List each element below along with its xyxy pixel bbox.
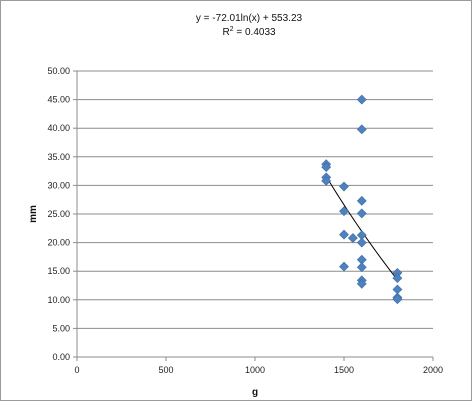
y-tick-label: 20.00 — [47, 238, 70, 248]
data-point — [356, 195, 367, 206]
data-point — [356, 237, 367, 248]
data-point — [356, 208, 367, 219]
y-tick-label: 35.00 — [47, 152, 70, 162]
data-point — [392, 294, 403, 305]
data-points — [321, 94, 403, 305]
data-point — [321, 162, 332, 173]
data-point — [339, 261, 349, 272]
y-axis-title: mm — [28, 205, 39, 223]
axes — [73, 70, 434, 361]
x-axis-title: g — [252, 387, 258, 398]
x-tick-label: 2000 — [423, 365, 443, 375]
x-tick-label: 1500 — [334, 365, 354, 375]
x-tick-label: 1000 — [245, 365, 265, 375]
data-point — [339, 229, 349, 240]
data-point — [339, 181, 349, 192]
data-point — [356, 94, 367, 105]
y-tick-label: 50.00 — [47, 66, 70, 76]
y-tick-label: 10.00 — [47, 295, 70, 305]
gridlines — [77, 70, 433, 329]
data-point — [339, 206, 349, 217]
x-tick-label: 0 — [74, 365, 79, 375]
y-tick-label: 45.00 — [47, 95, 70, 105]
y-tick-label: 5.00 — [52, 323, 70, 333]
y-tick-label: 15.00 — [47, 266, 70, 276]
x-tick-label: 500 — [158, 365, 173, 375]
y-tick-label: 25.00 — [47, 209, 70, 219]
data-point — [392, 273, 403, 283]
y-tick-label: 30.00 — [47, 180, 70, 190]
r-squared-value: = 0.4033 — [234, 27, 276, 38]
y-tick-label: 40.00 — [47, 123, 70, 133]
r-squared-prefix: R — [222, 27, 229, 38]
data-point — [356, 124, 367, 135]
r-squared-label: R2 = 0.4033 — [222, 26, 276, 38]
r-squared-exponent: 2 — [230, 26, 234, 33]
data-point — [321, 175, 332, 186]
y-tick-label: 0.00 — [52, 352, 70, 362]
data-point — [356, 262, 367, 273]
tick-labels: 0.00 5.00 10.00 15.00 20.00 25.00 30.00 35.00 40… — [47, 66, 443, 375]
trendline-equation: y = -72.01ln(x) + 553.23 — [196, 13, 303, 24]
data-point — [347, 233, 358, 243]
data-point — [356, 278, 367, 289]
